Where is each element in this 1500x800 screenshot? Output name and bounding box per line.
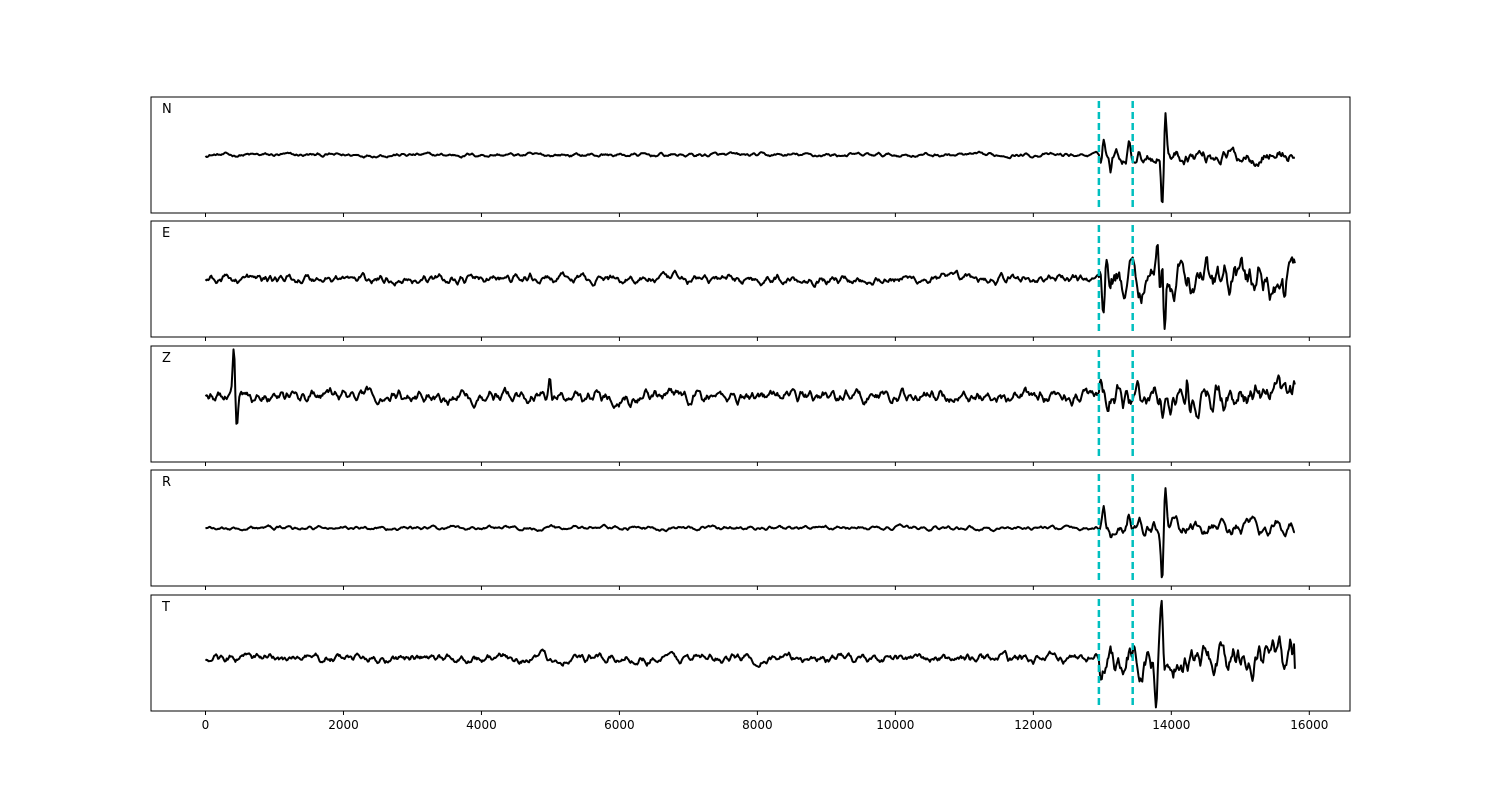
panel-N: N xyxy=(150,96,1351,217)
trace-T xyxy=(204,599,1296,709)
panel-frame xyxy=(150,594,1351,712)
panel-label: R xyxy=(162,475,171,490)
x-tick-label: 6000 xyxy=(604,718,635,732)
panel-frame xyxy=(150,96,1351,214)
panel-E: E xyxy=(150,220,1351,341)
panel-label: N xyxy=(162,102,172,117)
panel-Z: Z xyxy=(150,345,1351,466)
trace-Z xyxy=(204,348,1296,425)
panel-label: E xyxy=(162,226,170,241)
x-tick-label: 10000 xyxy=(876,718,914,732)
x-tick-label: 2000 xyxy=(328,718,359,732)
panel-T: T 0 2000 4000 6000 8000 10000 12000 14000 16000 xyxy=(150,594,1351,732)
trace-E xyxy=(204,244,1296,330)
x-tick-label: 14000 xyxy=(1152,718,1190,732)
x-tick-label: 4000 xyxy=(466,718,497,732)
panel-frame xyxy=(150,469,1351,587)
x-tick-label: 0 xyxy=(202,718,210,732)
panel-label: T xyxy=(161,600,170,615)
panel-R: R xyxy=(150,469,1351,590)
panel-label: Z xyxy=(162,351,171,366)
panel-frame xyxy=(150,345,1351,463)
panel-frame xyxy=(150,220,1351,338)
trace-N xyxy=(204,112,1296,204)
trace-R xyxy=(205,487,1296,579)
x-tick-label: 8000 xyxy=(742,718,773,732)
x-tick-label: 16000 xyxy=(1290,718,1328,732)
x-tick-label: 12000 xyxy=(1014,718,1052,732)
